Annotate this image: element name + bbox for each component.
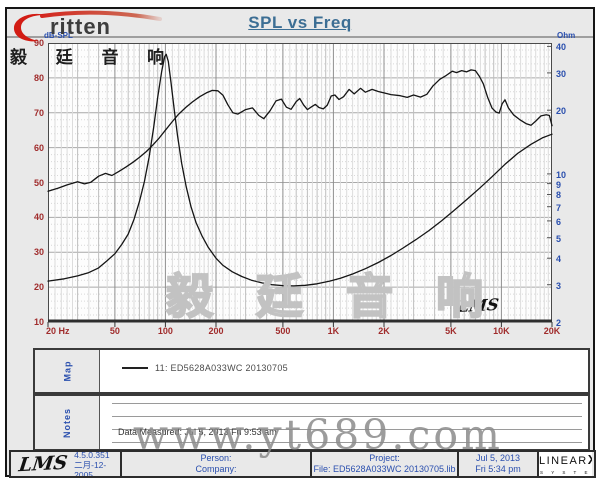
left-axis-title: dB-SPL <box>44 31 73 40</box>
data-measured-text: Data Measured: Jul 5, 2013 Fri 9:53 am <box>118 427 277 437</box>
chart-canvas <box>47 43 553 327</box>
y-right-tick-label: 6 <box>556 216 562 227</box>
x-tick-label: 2K <box>378 326 390 336</box>
linearx-x: X <box>588 452 592 467</box>
brand-word: ritten <box>50 14 111 39</box>
lms-footer-logo: LMS <box>17 452 69 476</box>
legend-curve-swatch <box>122 367 148 369</box>
y-right-tick-label: 2 <box>556 318 562 328</box>
y-right-tick-label: 8 <box>556 190 562 201</box>
y-right-tick-label: 7 <box>556 202 562 213</box>
notes-label: Notes <box>61 407 72 438</box>
linearx-logo: LINEARX S Y S T E M S <box>537 452 592 476</box>
y-left-tick-label: 90 <box>33 38 44 48</box>
y-right-tick-label: 40 <box>556 42 567 53</box>
y-left-tick-label: 70 <box>33 107 44 118</box>
x-tick-label: 1K <box>327 326 340 336</box>
page-title: SPL vs Freq <box>248 13 352 32</box>
y-right-tick-label: 5 <box>556 233 562 244</box>
y-right-tick-label: 3 <box>556 280 562 291</box>
x-tick-label: 200 <box>208 326 224 336</box>
legend-entry: 11: ED5628A033WC 20130705 <box>122 363 288 373</box>
y-left-tick-label: 80 <box>33 72 44 83</box>
map-section: Map 11: ED5628A033WC 20130705 <box>33 348 590 394</box>
y-right-tick-label: 4 <box>556 254 562 265</box>
note-rule <box>112 442 582 443</box>
date-text: Jul 5, 2013 <box>475 453 521 463</box>
notes-content: Data Measured: Jul 5, 2013 Fri 9:53 am <box>100 396 588 449</box>
legend-label: 11: ED5628A033WC 20130705 <box>155 363 288 373</box>
project-label: Project: <box>369 453 400 463</box>
y-left-tick-label: 40 <box>33 212 44 223</box>
footer-lms-version-cell: LMS 4.5.0.351 二月-12-2005 <box>11 452 120 476</box>
footer-date-cell: Jul 5, 2013 Fri 5:34 pm <box>457 452 537 476</box>
y-left-tick-label: 20 <box>33 282 44 293</box>
map-label: Map <box>62 360 72 382</box>
status-footer: LMS 4.5.0.351 二月-12-2005 Person: Company… <box>9 450 596 478</box>
notes-label-cell: Notes <box>35 396 100 449</box>
chinese-watermark: 毅 廷 音 响 <box>165 269 499 324</box>
map-label-cell: Map <box>35 350 100 392</box>
person-label: Person: <box>200 453 232 463</box>
url-watermark: www.yt689.com <box>133 411 503 459</box>
file-label: File: ED5628A033WC 20130705.lib <box>313 464 456 474</box>
map-content: 11: ED5628A033WC 20130705 <box>100 350 588 392</box>
y-right-tick-label: 30 <box>556 68 567 79</box>
brand-chinese-name: 毅 廷 音 响 <box>10 48 177 67</box>
x-tick-label: 50 <box>109 326 120 336</box>
footer-project-cell: Project: File: ED5628A033WC 20130705.lib <box>310 452 457 476</box>
x-tick-label: 20 Hz <box>46 326 70 336</box>
x-tick-label: 500 <box>275 326 291 336</box>
x-tick-label: 100 <box>157 326 173 336</box>
x-tick-label: 5K <box>445 326 457 336</box>
y-left-tick-label: 10 <box>33 317 44 327</box>
x-tick-label: 10K <box>493 326 510 336</box>
red-swoosh-icon <box>12 10 162 49</box>
y-right-tick-label: 9 <box>556 179 562 190</box>
y-right-tick-label: 10 <box>556 169 567 180</box>
note-rule <box>112 416 582 417</box>
spl-vs-freq-chart <box>47 43 553 327</box>
y-left-tick-label: 30 <box>33 247 44 258</box>
x-tick-label: 20K <box>543 326 561 336</box>
company-label: Company: <box>195 464 237 474</box>
note-rule <box>112 403 582 404</box>
app-version: 4.5.0.351 <box>74 452 110 460</box>
y-right-tick-label: 20 <box>556 106 567 117</box>
app-version-date: 二月-12-2005 <box>74 459 107 477</box>
y-left-tick-label: 50 <box>33 177 44 188</box>
linearx-systems: S Y S T E M S <box>540 470 591 475</box>
y-left-tick-label: 60 <box>33 142 44 153</box>
time-text: Fri 5:34 pm <box>475 464 521 474</box>
right-axis-title: Ohm <box>557 31 576 40</box>
note-rule <box>112 429 582 430</box>
brand-logo: ritten 毅 廷 音 响 <box>10 10 170 68</box>
footer-person-cell: Person: Company: <box>120 452 310 476</box>
